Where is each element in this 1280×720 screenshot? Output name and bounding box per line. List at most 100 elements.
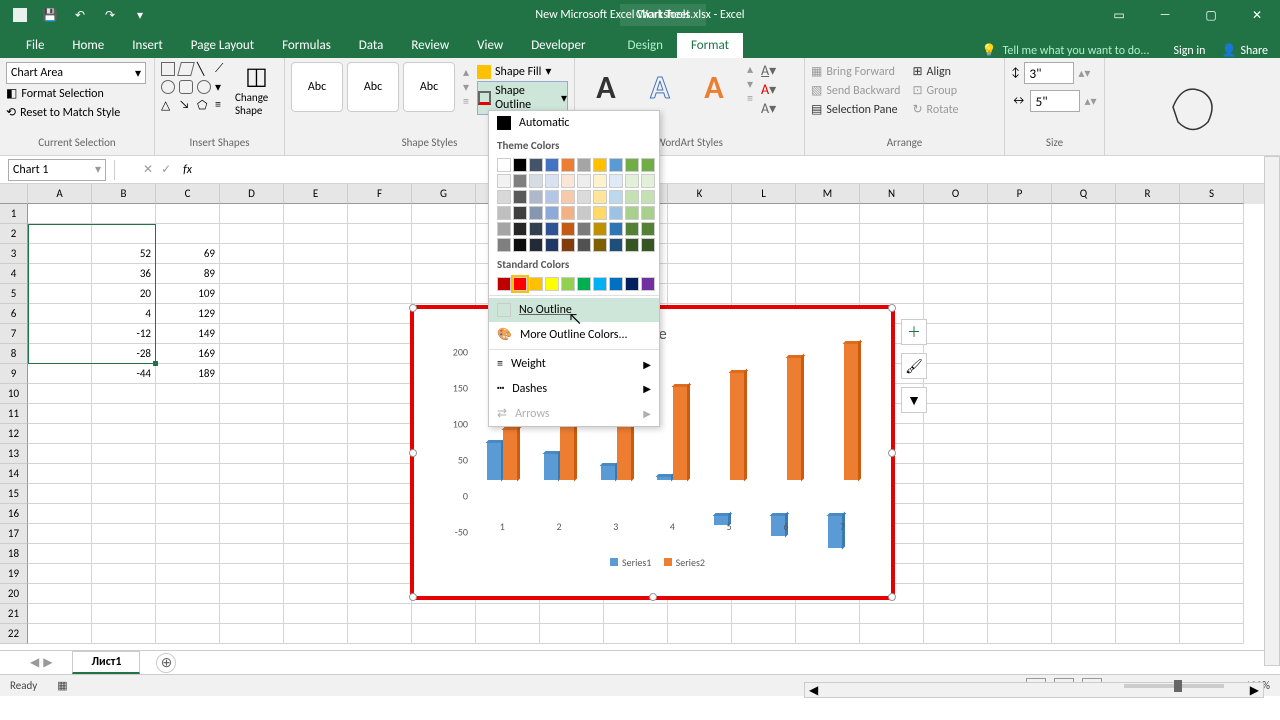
send-backward-button[interactable]: ▧Send Backward [811, 81, 900, 100]
cell[interactable] [1116, 204, 1180, 224]
cell[interactable] [284, 464, 348, 484]
cell[interactable] [220, 584, 284, 604]
color-swatch[interactable] [593, 238, 607, 252]
cell[interactable] [220, 224, 284, 244]
cell[interactable] [28, 284, 92, 304]
cell[interactable] [1052, 444, 1116, 464]
row-header[interactable]: 10 [0, 384, 28, 404]
cell[interactable] [988, 444, 1052, 464]
row-header[interactable]: 4 [0, 264, 28, 284]
cell[interactable] [1180, 504, 1244, 524]
cell[interactable] [476, 604, 540, 624]
cell[interactable] [156, 484, 220, 504]
cell[interactable] [156, 624, 220, 644]
color-swatch[interactable] [641, 238, 655, 252]
cell[interactable] [988, 504, 1052, 524]
cell[interactable] [668, 624, 732, 644]
cell[interactable] [28, 524, 92, 544]
width-input[interactable] [1030, 90, 1080, 112]
cell[interactable] [284, 484, 348, 504]
color-swatch[interactable] [577, 277, 591, 291]
cell[interactable] [28, 544, 92, 564]
cell[interactable] [92, 604, 156, 624]
cell[interactable]: 4 [92, 304, 156, 324]
cell[interactable] [28, 604, 92, 624]
cell[interactable] [860, 244, 924, 264]
cell[interactable] [988, 224, 1052, 244]
dashes-item[interactable]: ┅ Dashes ▶ [489, 376, 659, 401]
cell[interactable] [924, 584, 988, 604]
row-header[interactable]: 7 [0, 324, 28, 344]
standard-color-grid[interactable] [489, 275, 659, 293]
cell[interactable] [988, 324, 1052, 344]
cell[interactable] [220, 284, 284, 304]
cell[interactable] [28, 584, 92, 604]
cell[interactable] [156, 444, 220, 464]
color-swatch[interactable] [641, 174, 655, 188]
cell[interactable] [668, 604, 732, 624]
cell[interactable] [924, 204, 988, 224]
text-fill-button[interactable]: A▾ [761, 62, 776, 79]
cell[interactable] [796, 624, 860, 644]
cell[interactable] [924, 564, 988, 584]
cell[interactable] [28, 504, 92, 524]
cell[interactable] [924, 404, 988, 424]
color-swatch[interactable] [561, 277, 575, 291]
cell[interactable] [412, 224, 476, 244]
cell[interactable] [1180, 284, 1244, 304]
cell[interactable]: 36 [92, 264, 156, 284]
color-swatch[interactable] [593, 222, 607, 236]
tab-file[interactable]: File [12, 33, 58, 58]
column-header[interactable]: A [28, 184, 92, 204]
tab-review[interactable]: Review [397, 33, 463, 58]
cell[interactable] [1180, 204, 1244, 224]
color-swatch[interactable] [641, 277, 655, 291]
cell[interactable] [604, 624, 668, 644]
row-header[interactable]: 17 [0, 524, 28, 544]
cell[interactable] [284, 344, 348, 364]
cell[interactable] [988, 464, 1052, 484]
cell[interactable] [92, 224, 156, 244]
cell[interactable] [1180, 424, 1244, 444]
chart-element-dropdown[interactable]: Chart Area▾ [6, 62, 146, 84]
color-swatch[interactable] [577, 222, 591, 236]
color-swatch[interactable] [609, 206, 623, 220]
cell[interactable] [28, 224, 92, 244]
color-swatch[interactable] [513, 238, 527, 252]
color-swatch[interactable] [513, 206, 527, 220]
cell[interactable] [284, 424, 348, 444]
cell[interactable] [924, 544, 988, 564]
chart-styles-button[interactable]: 🖌 [901, 353, 927, 379]
cell[interactable] [284, 364, 348, 384]
cell[interactable] [924, 504, 988, 524]
cell[interactable] [284, 544, 348, 564]
cell[interactable] [1180, 464, 1244, 484]
color-swatch[interactable] [609, 238, 623, 252]
cell[interactable] [156, 424, 220, 444]
column-header[interactable]: O [924, 184, 988, 204]
weight-item[interactable]: ≡ Weight ▶ [489, 352, 659, 376]
cell[interactable] [156, 404, 220, 424]
cell[interactable] [156, 584, 220, 604]
cell[interactable] [924, 264, 988, 284]
cell[interactable]: 52 [92, 244, 156, 264]
cell[interactable] [412, 204, 476, 224]
save-icon[interactable]: 💾 [38, 3, 62, 27]
color-swatch[interactable] [513, 222, 527, 236]
cell[interactable] [988, 204, 1052, 224]
cell[interactable] [156, 604, 220, 624]
color-swatch[interactable] [529, 206, 543, 220]
cell[interactable] [796, 284, 860, 304]
enter-formula-icon[interactable]: ✓ [161, 162, 171, 177]
cell[interactable] [220, 624, 284, 644]
cell[interactable] [1116, 504, 1180, 524]
cell[interactable] [668, 264, 732, 284]
cell[interactable] [924, 624, 988, 644]
cell[interactable] [28, 564, 92, 584]
cell[interactable] [668, 284, 732, 304]
cell[interactable] [348, 464, 412, 484]
cell[interactable]: 169 [156, 344, 220, 364]
color-swatch[interactable] [593, 206, 607, 220]
cell[interactable] [1180, 404, 1244, 424]
format-selection-button[interactable]: ◧ Format Selection [6, 84, 148, 103]
